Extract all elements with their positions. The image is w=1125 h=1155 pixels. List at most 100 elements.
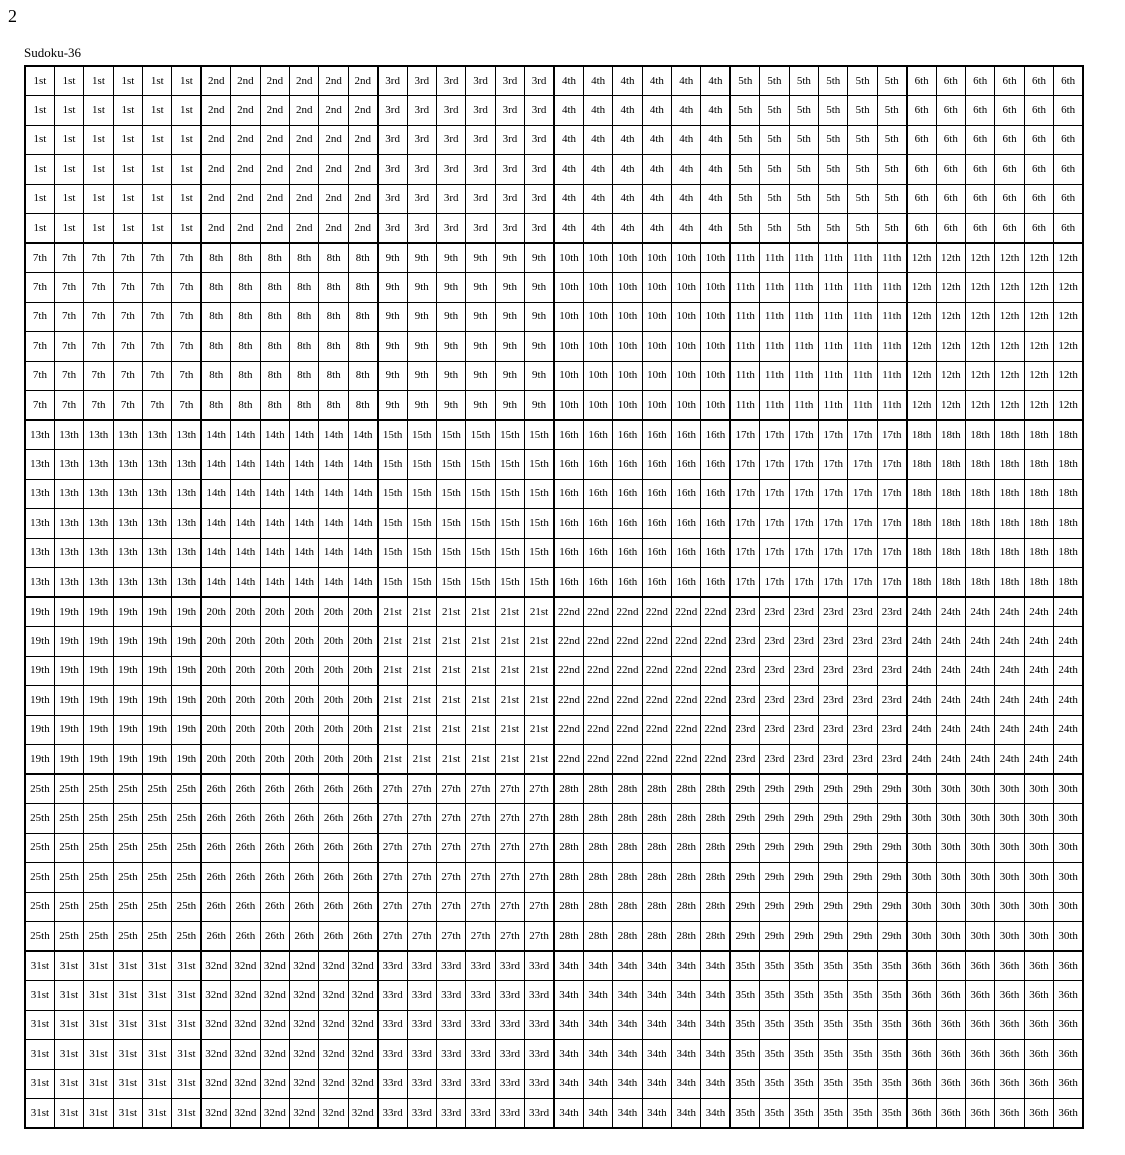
grid-cell: 1st [143,66,172,96]
grid-cell: 5th [848,66,877,96]
grid-cell: 17th [789,420,818,450]
grid-cell: 3rd [525,155,554,185]
grid-cell: 5th [848,184,877,214]
grid-cell: 33rd [436,1010,465,1040]
grid-cell: 12th [936,361,965,391]
grid-cell: 13th [25,479,54,509]
grid-cell: 5th [877,155,906,185]
grid-cell: 18th [1024,450,1053,480]
grid-cell: 4th [583,125,612,155]
grid-cell: 18th [1024,420,1053,450]
grid-cell: 17th [789,568,818,598]
grid-cell: 34th [554,1040,583,1070]
grid-cell: 26th [348,863,377,893]
grid-cell: 17th [730,509,759,539]
grid-cell: 24th [907,686,936,716]
grid-cell: 30th [1024,804,1053,834]
grid-cell: 23rd [730,627,759,657]
grid-cell: 18th [1024,568,1053,598]
grid-cell: 31st [54,1010,83,1040]
grid-cell: 30th [1024,774,1053,804]
grid-cell: 21st [378,656,407,686]
grid-cell: 14th [260,538,289,568]
grid-cell: 8th [348,273,377,303]
grid-cell: 11th [819,302,848,332]
grid-cell: 35th [730,1069,759,1099]
grid-cell: 11th [877,361,906,391]
grid-cell: 12th [907,302,936,332]
grid-cell: 30th [966,833,995,863]
grid-cell: 21st [378,686,407,716]
grid-cell: 13th [113,538,142,568]
grid-cell: 32nd [348,1099,377,1129]
grid-cell: 26th [319,922,348,952]
grid-cell: 36th [936,981,965,1011]
grid-cell: 30th [995,922,1024,952]
grid-cell: 10th [613,391,642,421]
grid-cell: 13th [84,538,113,568]
grid-cell: 11th [877,332,906,362]
grid-cell: 14th [231,538,260,568]
grid-cell: 35th [789,1099,818,1129]
grid-cell: 4th [672,155,701,185]
grid-cell: 14th [231,568,260,598]
grid-cell: 32nd [319,1040,348,1070]
grid-cell: 34th [613,1040,642,1070]
grid-cell: 14th [319,538,348,568]
grid-cell: 14th [290,479,319,509]
grid-cell: 20th [201,597,230,627]
grid-cell: 2nd [290,66,319,96]
grid-cell: 11th [760,273,789,303]
grid-cell: 2nd [201,214,230,244]
grid-cell: 34th [672,1010,701,1040]
grid-cell: 30th [1024,922,1053,952]
grid-cell: 7th [172,302,201,332]
grid-cell: 31st [54,981,83,1011]
grid-cell: 6th [1054,184,1083,214]
grid-cell: 30th [907,892,936,922]
grid-cell: 15th [436,568,465,598]
grid-cell: 12th [995,361,1024,391]
grid-cell: 16th [672,420,701,450]
grid-cell: 5th [789,125,818,155]
grid-cell: 14th [201,509,230,539]
grid-cell: 27th [436,833,465,863]
grid-cell: 12th [1054,391,1083,421]
grid-cell: 32nd [290,951,319,981]
grid-cell: 21st [378,745,407,775]
grid-cell: 10th [583,243,612,273]
grid-cell: 21st [495,745,524,775]
grid-cell: 28th [554,833,583,863]
grid-cell: 14th [290,509,319,539]
grid-cell: 17th [848,509,877,539]
grid-cell: 13th [25,420,54,450]
grid-cell: 1st [54,214,83,244]
grid-cell: 2nd [231,96,260,126]
grid-cell: 31st [113,1099,142,1129]
grid-cell: 21st [525,627,554,657]
grid-cell: 15th [436,538,465,568]
grid-cell: 27th [495,892,524,922]
grid-cell: 31st [143,981,172,1011]
grid-cell: 14th [231,420,260,450]
grid-cell: 34th [672,951,701,981]
grid-cell: 30th [907,774,936,804]
grid-cell: 17th [819,568,848,598]
grid-cell: 3rd [436,214,465,244]
grid-cell: 14th [201,450,230,480]
grid-cell: 11th [730,332,759,362]
grid-cell: 23rd [819,686,848,716]
grid-cell: 23rd [848,715,877,745]
grid-cell: 10th [583,391,612,421]
grid-cell: 8th [290,361,319,391]
grid-cell: 22nd [642,715,671,745]
grid-cell: 22nd [583,597,612,627]
grid-cell: 1st [54,66,83,96]
grid-cell: 7th [172,391,201,421]
grid-cell: 11th [789,302,818,332]
grid-cell: 12th [1024,243,1053,273]
grid-cell: 10th [613,361,642,391]
grid-cell: 7th [172,361,201,391]
grid-cell: 9th [407,302,436,332]
grid-wrapper: 1st1st1st1st1st1st2nd2nd2nd2nd2nd2nd3rd3… [0,65,1125,1129]
